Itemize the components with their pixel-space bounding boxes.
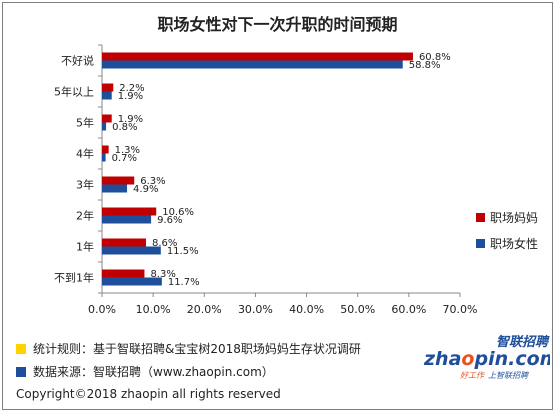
zhaopin-logo: 智联招聘 zhaopin.com 好工作 上智联招聘 — [423, 334, 550, 380]
bar — [102, 153, 106, 162]
x-tick-label: 20.0% — [187, 303, 222, 316]
legend: 职场妈妈 职场女性 — [476, 204, 538, 256]
x-tick-label: 60.0% — [391, 303, 426, 316]
footer-rule-text: 统计规则：基于智联招聘&宝宝树2018职场妈妈生存状况调研 — [33, 342, 361, 356]
category-label: 5年以上 — [54, 85, 94, 99]
svg-text:zhaopin.com: zhaopin.com — [423, 348, 550, 370]
category-label: 不到1年 — [54, 271, 94, 285]
x-tick-label: 40.0% — [289, 303, 324, 316]
data-label: 1.9% — [118, 114, 143, 125]
bar — [102, 176, 135, 185]
data-label: 10.6% — [162, 207, 194, 218]
chart-title: 职场女性对下一次升职的时间预期 — [157, 15, 398, 34]
bar — [102, 122, 107, 131]
legend-label-series-b: 职场女性 — [490, 236, 539, 251]
category-label: 5年 — [76, 116, 94, 130]
data-label: 2.2% — [119, 83, 144, 94]
bar — [102, 91, 112, 100]
bar — [102, 246, 161, 255]
data-label: 58.8% — [409, 60, 441, 71]
bar — [102, 52, 413, 61]
bar — [102, 215, 152, 224]
data-label: 1.9% — [118, 91, 143, 102]
bar-chart: 0.0% 10.0% 20.0% 30.0% 40.0% 50.0% 60.0% 70.0% 不… — [54, 44, 478, 316]
yellow-square-icon — [16, 343, 26, 354]
legend-swatch-series-a — [476, 212, 485, 222]
bar — [102, 114, 112, 123]
legend-item-series-a: 职场妈妈 — [476, 204, 538, 230]
bar — [102, 269, 145, 278]
svg-text:好工作: 好工作 — [460, 371, 486, 380]
footer-rule: 统计规则：基于智联招聘&宝宝树2018职场妈妈生存状况调研 — [16, 340, 361, 357]
x-tick-label: 10.0% — [136, 303, 171, 316]
data-label: 8.6% — [152, 238, 177, 249]
bar — [102, 83, 114, 92]
legend-item-series-b: 职场女性 — [476, 230, 538, 256]
data-label: 0.8% — [112, 122, 137, 133]
svg-text:上智联招聘: 上智联招聘 — [488, 371, 529, 380]
bar — [102, 60, 403, 69]
category-label: 不好说 — [61, 54, 94, 68]
bar — [102, 145, 109, 154]
data-label: 9.6% — [157, 215, 182, 226]
data-label: 11.5% — [167, 246, 199, 257]
legend-swatch-series-b — [476, 238, 485, 248]
data-label: 8.3% — [150, 269, 175, 280]
data-label: 11.7% — [168, 277, 200, 288]
bar — [102, 207, 157, 216]
x-tick-label: 0.0% — [88, 303, 116, 316]
legend-label-series-a: 职场妈妈 — [490, 210, 539, 225]
footer-source: 数据来源：智联招聘（www.zhaopin.com） — [16, 363, 274, 380]
svg-text:智联招聘: 智联招聘 — [496, 334, 550, 350]
bar — [102, 184, 128, 193]
category-label: 3年 — [76, 178, 94, 192]
category-label: 1年 — [76, 240, 94, 254]
copyright: Copyright©2018 zhaopin all rights reserv… — [16, 387, 281, 401]
data-label: 4.9% — [133, 184, 158, 195]
data-label: 0.7% — [112, 153, 137, 164]
x-tick-label: 70.0% — [443, 303, 478, 316]
data-label: 6.3% — [140, 176, 165, 187]
category-label: 4年 — [76, 147, 94, 161]
category-label: 2年 — [76, 209, 94, 223]
data-label: 1.3% — [115, 145, 140, 156]
x-tick-label: 30.0% — [238, 303, 273, 316]
x-tick-label: 50.0% — [340, 303, 375, 316]
footer-source-text: 数据来源：智联招聘（www.zhaopin.com） — [33, 365, 274, 379]
bar — [102, 238, 146, 247]
blue-square-icon — [16, 366, 26, 377]
bar — [102, 277, 162, 286]
data-label: 60.8% — [419, 52, 451, 63]
